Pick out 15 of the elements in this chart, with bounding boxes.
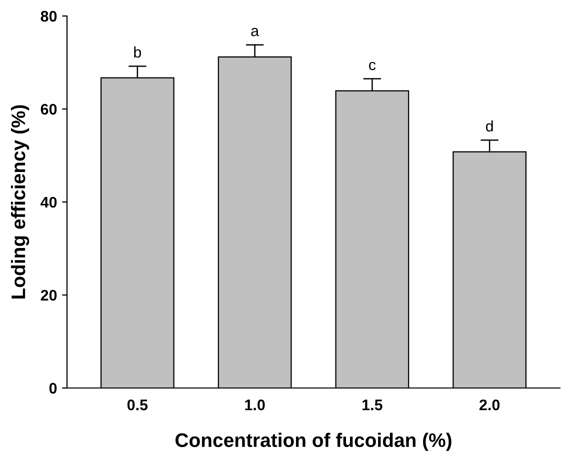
x-tick-label: 1.5	[362, 400, 382, 410]
y-tick-label: 80	[40, 10, 57, 22]
x-tick-label: 2.0	[479, 400, 500, 410]
annotation: b	[134, 46, 142, 58]
y-axis-title: Loding efficiency (%)	[10, 105, 30, 298]
y-tick-label: 60	[40, 104, 57, 115]
x-tick-label: 0.5	[127, 400, 148, 410]
y-tick-label: 40	[40, 196, 57, 208]
annotation: c	[369, 62, 376, 70]
y-tick-label: 20	[40, 290, 57, 301]
y-tick-label: 0	[49, 382, 57, 394]
x-axis-title: Concentration of fucoidan (%)	[176, 432, 452, 451]
x-tick-label: 1.0	[245, 400, 265, 410]
annotation: d	[486, 120, 493, 132]
annotation: a	[251, 28, 260, 36]
